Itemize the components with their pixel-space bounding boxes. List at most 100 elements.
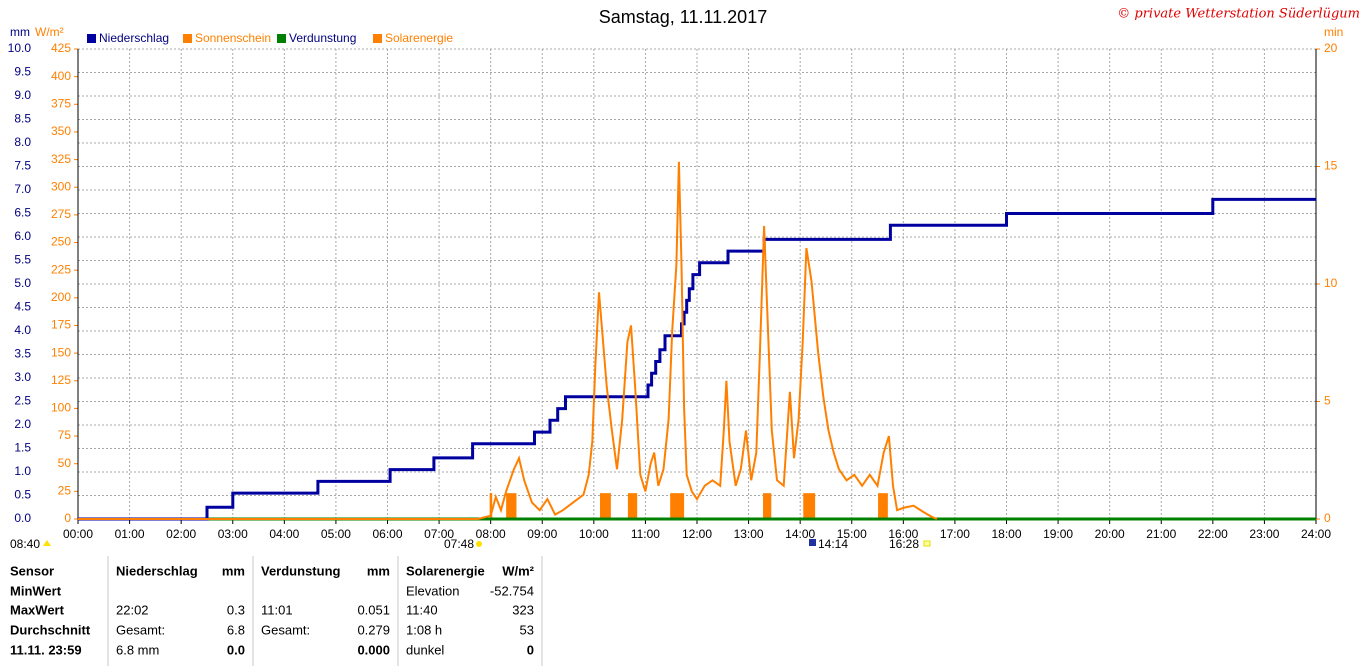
x-tick-label: 03:00	[218, 527, 248, 541]
x-tick-label: 16:00	[888, 527, 918, 541]
y-tick-label: 4.5	[14, 300, 31, 314]
y2-tick-label: 300	[51, 179, 71, 193]
x-tick-label: 21:00	[1146, 527, 1176, 541]
y3-tick-label: 0	[1324, 511, 1331, 525]
table-cell: 11:01	[261, 602, 293, 617]
x-tick-label: 13:00	[734, 527, 764, 541]
y-axis-unit: mm	[10, 25, 30, 39]
bar	[506, 493, 517, 519]
x-tick-label: 07:00	[424, 527, 454, 541]
bar	[763, 493, 772, 519]
y-tick-label: 5.0	[14, 276, 31, 290]
table-header: Sensor	[10, 563, 54, 578]
y-tick-label: 3.0	[14, 370, 31, 384]
y3-tick-label: 10	[1324, 276, 1338, 290]
table-cell: Gesamt:	[261, 622, 310, 637]
y2-tick-label: 275	[51, 207, 71, 221]
y-tick-label: 6.0	[14, 229, 31, 243]
copyright: © private Wetterstation Süderlügum	[1117, 7, 1360, 22]
y-tick-label: 9.5	[14, 65, 31, 79]
y2-tick-label: 50	[58, 456, 72, 470]
y-tick-label: 9.0	[14, 88, 31, 102]
y2-axis-unit: W/m²	[35, 25, 64, 39]
legend-label: Niederschlag	[99, 31, 169, 45]
x-tick-label: 06:00	[372, 527, 402, 541]
x-tick-label: 23:00	[1249, 527, 1279, 541]
y2-tick-label: 325	[51, 152, 71, 166]
y2-tick-label: 25	[58, 484, 72, 498]
y-tick-label: 2.0	[14, 417, 31, 431]
y-tick-label: 6.5	[14, 206, 31, 220]
series-line	[78, 161, 938, 520]
y-tick-label: 8.0	[14, 135, 31, 149]
table-cell: 22:02	[116, 602, 149, 617]
y2-tick-label: 350	[51, 124, 71, 138]
table-cell: Gesamt:	[116, 622, 165, 637]
legend-swatch	[277, 34, 286, 43]
x-tick-label: 17:00	[940, 527, 970, 541]
bar	[803, 493, 816, 519]
table-unit: mm	[222, 563, 245, 578]
y2-tick-label: 250	[51, 235, 71, 249]
y2-tick-label: 150	[51, 345, 71, 359]
y3-tick-label: 5	[1324, 394, 1331, 408]
series-line	[78, 197, 1316, 521]
table-row-label: MaxWert	[10, 602, 65, 617]
chart-title: Samstag, 11.11.2017	[599, 7, 767, 27]
x-tick-label: 10:00	[579, 527, 609, 541]
x-tick-label: 14:00	[785, 527, 815, 541]
y2-tick-label: 375	[51, 96, 71, 110]
x-tick-label: 09:00	[527, 527, 557, 541]
x-tick-label: 01:00	[115, 527, 145, 541]
y-tick-label: 3.5	[14, 347, 31, 361]
bar	[670, 493, 685, 519]
x-tick-label: 11:00	[631, 527, 660, 541]
table-value: 6.8	[227, 622, 245, 637]
legend-label: Solarenergie	[385, 31, 453, 45]
x-tick-label: 15:00	[837, 527, 867, 541]
table-cell: 11:40	[406, 602, 438, 617]
table-value: 0.0	[227, 642, 245, 657]
rain-icon	[809, 539, 816, 546]
y-tick-label: 7.0	[14, 182, 31, 196]
y2-tick-label: 425	[51, 41, 71, 55]
y2-tick-label: 200	[51, 290, 71, 304]
y-tick-label: 7.5	[14, 159, 31, 173]
x-tick-label: 19:00	[1043, 527, 1073, 541]
bar	[600, 493, 611, 519]
bar	[627, 493, 638, 519]
y-tick-label: 5.5	[14, 253, 31, 267]
y2-tick-label: 0	[64, 511, 71, 525]
x-tick-label: 02:00	[166, 527, 196, 541]
y2-tick-label: 225	[51, 262, 71, 276]
table-cell: 1:08 h	[406, 622, 442, 637]
x-tick-label: 04:00	[269, 527, 299, 541]
table-value: 0.000	[357, 642, 390, 657]
bar	[878, 493, 888, 519]
y-tick-label: 2.5	[14, 394, 31, 408]
sunrise-icon	[476, 541, 482, 547]
y2-tick-label: 100	[51, 401, 71, 415]
y2-tick-label: 125	[51, 373, 71, 387]
y3-tick-label: 20	[1324, 41, 1338, 55]
table-row-label: 11.11. 23:59	[10, 642, 82, 657]
y2-tick-label: 175	[51, 318, 71, 332]
table-row-label: Durchschnitt	[10, 622, 91, 637]
table-value: 0.3	[227, 602, 245, 617]
table-header: Verdunstung	[261, 563, 341, 578]
table-header: Solarenergie	[406, 563, 485, 578]
x-tick-label: 12:00	[682, 527, 712, 541]
table-value: 0.279	[357, 622, 390, 637]
legend-swatch	[183, 34, 192, 43]
y-tick-label: 1.5	[14, 441, 31, 455]
table-cell: Elevation	[406, 583, 459, 598]
table-cell: dunkel	[406, 642, 444, 657]
table-value: 53	[520, 622, 534, 637]
y3-tick-label: 15	[1324, 159, 1338, 173]
bar	[489, 493, 493, 519]
moon-icon	[43, 540, 51, 546]
y-tick-label: 4.0	[14, 323, 31, 337]
y-tick-label: 1.0	[14, 464, 31, 478]
